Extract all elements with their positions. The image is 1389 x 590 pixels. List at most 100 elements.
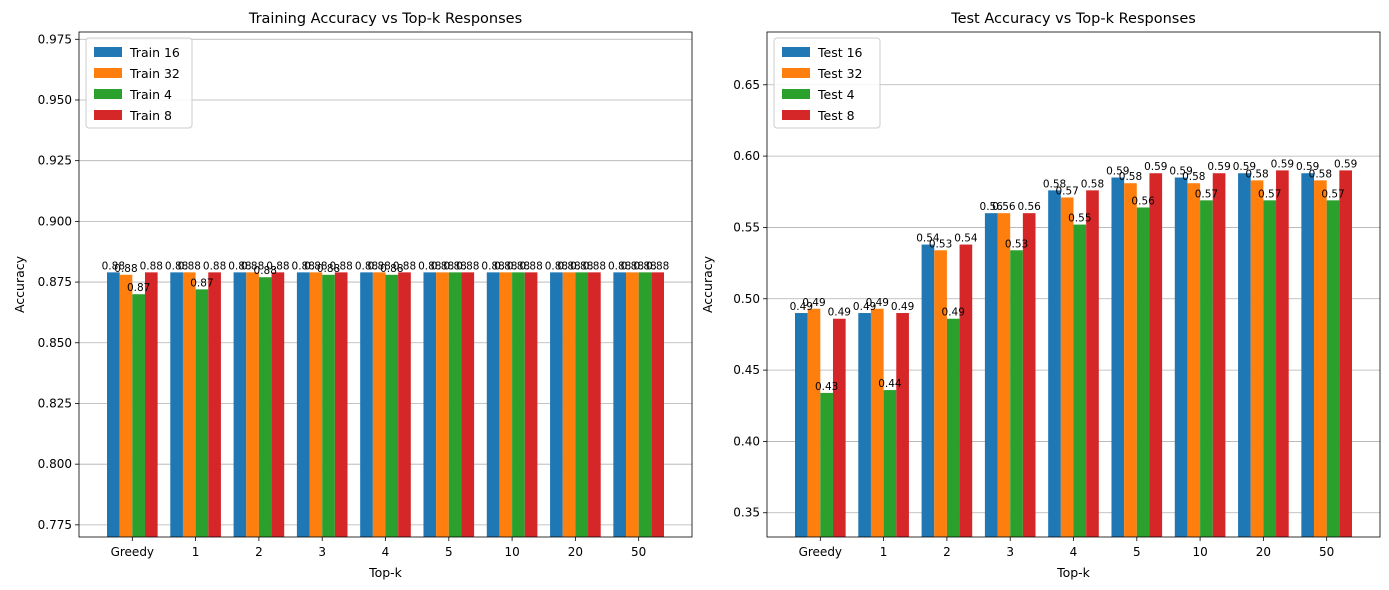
x-tick-label: 10: [504, 545, 519, 559]
y-axis-ticks: 0.775 0.800 0.825 0.850 0.875 0.900 0.925 0.950…: [38, 32, 79, 532]
bar: [1010, 250, 1023, 538]
bar: [360, 272, 373, 537]
data-label: 0.44: [878, 378, 902, 390]
data-label: 0.43: [815, 381, 838, 393]
bars: [795, 170, 1352, 538]
data-label: 0.88: [266, 260, 289, 272]
data-label: 0.55: [1068, 213, 1091, 225]
bar: [638, 272, 652, 537]
data-label: 0.58: [1043, 178, 1066, 190]
legend-label: Train 16: [129, 45, 180, 60]
data-label: 0.57: [1321, 188, 1344, 200]
legend-label: Test 4: [817, 87, 855, 102]
y-tick-label: 0.40: [733, 434, 760, 448]
data-label: 0.88: [431, 260, 454, 272]
data-label: 0.88: [254, 265, 277, 277]
data-label: 0.57: [1258, 188, 1281, 200]
bar: [385, 274, 399, 537]
bar: [562, 272, 576, 537]
bar: [1022, 213, 1036, 538]
x-axis-label: Top-k: [1056, 565, 1091, 580]
data-label: 0.88: [545, 260, 568, 272]
bar: [334, 272, 348, 537]
bar: [398, 272, 411, 537]
y-tick-label: 0.50: [733, 292, 760, 306]
x-tick-label: Greedy: [799, 545, 842, 559]
chart-title: Test Accuracy vs Top-k Responses: [950, 11, 1196, 27]
legend-swatch: [782, 110, 810, 120]
data-label: 0.88: [418, 260, 441, 272]
y-tick-label: 0.875: [38, 275, 72, 289]
data-label: 0.59: [1334, 158, 1357, 170]
plot-frame: [766, 31, 1381, 538]
x-tick-label: 3: [1006, 545, 1014, 559]
data-label: 0.88: [140, 260, 163, 272]
x-tick-label: 4: [382, 545, 390, 559]
data-label: 0.88: [292, 260, 315, 272]
bar: [984, 213, 998, 538]
y-tick-label: 0.900: [38, 214, 72, 228]
data-labels: 0.88 0.88 0.88 0.88 0.88 0.88 0.88 0.88 0.880.88…: [102, 260, 670, 294]
bar: [1111, 177, 1125, 537]
bar: [896, 313, 909, 537]
data-label: 0.88: [557, 260, 580, 272]
x-tick-label: 2: [255, 545, 263, 559]
data-label: 0.59: [1207, 161, 1230, 173]
chart-title: Training Accuracy vs Top-k Responses: [248, 11, 522, 27]
data-label: 0.88: [494, 260, 517, 272]
x-tick-label: 3: [318, 545, 326, 559]
x-axis-ticks: Greedy 1 2 3 4 5 10 20 50: [799, 537, 1334, 559]
bar: [271, 272, 285, 537]
x-tick-label: 5: [445, 545, 453, 559]
data-label: 0.59: [1144, 161, 1167, 173]
bar: [550, 272, 563, 537]
x-tick-label: 10: [1192, 545, 1207, 559]
legend-label: Test 8: [817, 108, 855, 123]
data-label: 0.88: [114, 263, 137, 275]
bar: [795, 313, 808, 537]
bar: [588, 272, 601, 537]
data-label: 0.88: [241, 260, 264, 272]
bar: [1339, 170, 1352, 537]
data-label: 0.88: [203, 260, 226, 272]
data-label: 0.49: [853, 301, 876, 313]
bar: [208, 272, 221, 537]
y-tick-label: 0.950: [38, 93, 72, 107]
data-labels: 0.49 0.490.540.560.580.59 0.59 0.59 0.590.49…: [790, 158, 1358, 393]
data-label: 0.88: [621, 260, 644, 272]
data-label: 0.49: [866, 297, 889, 309]
y-tick-label: 0.800: [38, 457, 72, 471]
bar: [170, 272, 183, 537]
legend-swatch: [94, 89, 122, 99]
data-label: 0.56: [980, 201, 1004, 213]
data-label: 0.59: [1296, 161, 1319, 173]
bar: [1326, 200, 1340, 538]
bar: [144, 272, 158, 537]
data-label: 0.88: [178, 260, 201, 272]
data-label: 0.54: [916, 233, 940, 245]
y-tick-label: 0.975: [38, 32, 72, 46]
bar: [1149, 173, 1163, 537]
bar: [436, 272, 449, 537]
data-label: 0.49: [828, 307, 851, 319]
data-label: 0.56: [1017, 201, 1041, 213]
data-label: 0.88: [380, 263, 403, 275]
y-tick-label: 0.60: [733, 149, 760, 163]
y-tick-label: 0.55: [733, 220, 760, 234]
bar: [461, 272, 475, 537]
data-label: 0.88: [355, 260, 378, 272]
y-axis-label: Accuracy: [700, 255, 715, 313]
data-label: 0.88: [633, 260, 656, 272]
bar: [858, 313, 871, 537]
legend-label: Test 32: [817, 66, 863, 81]
bar: [959, 244, 973, 537]
x-tick-label: 20: [568, 545, 583, 559]
x-tick-label: 20: [1256, 545, 1271, 559]
x-tick-label: 1: [192, 545, 200, 559]
legend-swatch: [94, 68, 122, 78]
y-tick-label: 0.35: [733, 506, 760, 520]
y-tick-label: 0.775: [38, 518, 72, 532]
legend-box: [85, 37, 193, 129]
bar: [883, 390, 897, 537]
